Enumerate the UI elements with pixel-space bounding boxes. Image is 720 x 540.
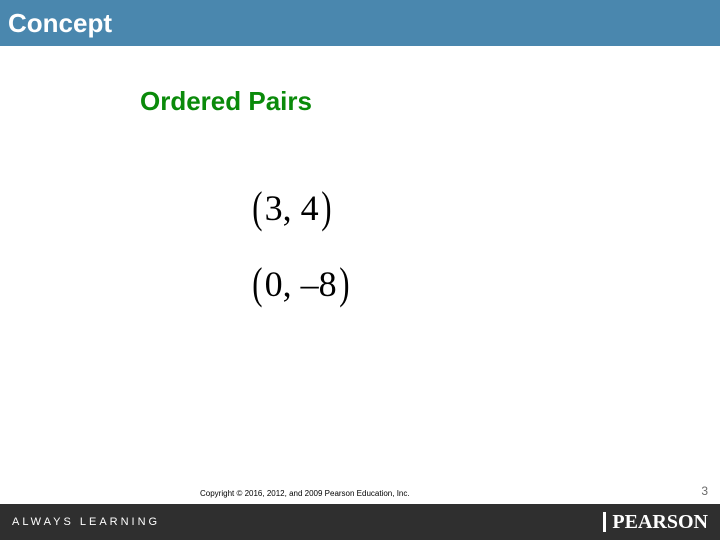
ordered-pair-2: ( 0, –8 ) (250, 263, 720, 305)
right-paren: ) (321, 191, 331, 225)
pair-x: 3 (265, 187, 283, 229)
always-learning-text: ALWAYS LEARNING (12, 516, 160, 528)
pearson-bar-icon (603, 512, 606, 532)
left-paren: ( (252, 191, 262, 225)
page-number: 3 (701, 484, 708, 498)
ordered-pairs-area: ( 3, 4 ) ( 0, –8 ) (250, 187, 720, 305)
copyright-text: Copyright © 2016, 2012, and 2009 Pearson… (200, 489, 410, 498)
header-title: Concept (8, 8, 112, 39)
pair-y: 4 (301, 187, 319, 229)
pearson-text: PEARSON (612, 511, 708, 534)
header-bar: Concept (0, 0, 720, 46)
pearson-logo: PEARSON (603, 511, 708, 534)
section-title: Ordered Pairs (140, 86, 720, 117)
pair-y: –8 (301, 263, 337, 305)
left-paren: ( (252, 267, 262, 301)
ordered-pair-1: ( 3, 4 ) (250, 187, 720, 229)
comma: , (283, 187, 301, 229)
right-paren: ) (339, 267, 349, 301)
comma: , (283, 263, 301, 305)
content-area: Ordered Pairs ( 3, 4 ) ( 0, –8 ) (0, 46, 720, 504)
pair-x: 0 (265, 263, 283, 305)
footer-bar: ALWAYS LEARNING PEARSON (0, 504, 720, 540)
